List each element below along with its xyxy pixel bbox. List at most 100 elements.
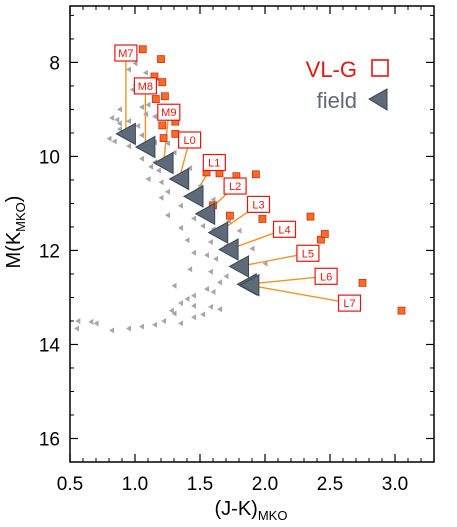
vlg-object-point [157,55,165,64]
vlg-sequence-square [223,177,247,195]
vlg-sequence-square [202,153,226,172]
vlg-object-point [258,215,267,223]
vlg-object-point [158,121,167,130]
field-object-point [210,288,216,295]
vlg-sequence-square [178,131,202,149]
x-tick-label: 1.0 [122,474,148,495]
field-object-point [139,323,144,330]
field-object-point [126,66,131,73]
field-object-point [191,215,196,222]
vlg-object-point [138,45,147,54]
vlg-sequence-square [314,267,338,285]
vlg-object-point [306,212,315,221]
field-object-point [213,255,219,262]
field-object-point [178,300,183,307]
vlg-object-point [358,278,367,287]
vlg-object-point [158,78,167,87]
field-object-point [148,163,154,170]
field-object-point [200,311,206,318]
spectral-type-label: L2 [229,181,241,193]
field-object-point [249,245,255,252]
axis-ticks: 0.5 1.0 1.5 2.0 2.5 3.0 8 10 12 14 16 [39,6,434,495]
field-object-point [152,113,157,120]
field-object-point [109,114,115,121]
field-object-point [139,132,144,139]
field-object-point [145,175,151,182]
spectral-type-label: L7 [343,298,355,310]
field-sequence-markers [115,122,260,297]
spectral-type-label: L4 [278,224,290,236]
y-tick-label: 16 [39,429,60,450]
field-sequence-triangle [207,221,229,244]
field-object-point [158,179,164,186]
field-object-point [178,320,183,327]
field-object-point [132,60,138,67]
field-object-point [65,328,70,334]
x-tick-label: 3.0 [382,474,408,495]
vlg-sequence-square [133,77,157,95]
field-object-point [217,306,222,313]
field-object-point [88,318,94,325]
field-object-point [65,313,70,319]
vlg-object-point [251,170,260,179]
vlg-object-point [320,230,329,238]
field-object-point [210,196,216,203]
field-object-point [184,295,190,302]
vlg-object-point [159,134,168,142]
field-object-markers [61,53,268,351]
x-tick-label: 2.5 [317,474,343,495]
vlg-object-point [171,129,180,138]
field-object-point [116,126,122,133]
field-object-point [191,314,196,321]
field-object-point [262,260,268,267]
field-object-point [178,202,183,209]
field-object-point [106,135,112,142]
y-tick-label: 12 [39,241,60,262]
legend: VL-G field [306,57,389,113]
spectral-type-label: M9 [161,107,176,119]
x-tick-label: 0.5 [57,474,83,495]
vlg-sequence-square [246,195,271,213]
field-object-point [200,223,206,230]
connector-line [249,284,350,304]
spectral-type-label: L6 [320,271,332,283]
field-object-point [111,138,117,145]
field-object-point [116,106,122,113]
field-object-point [114,116,120,123]
field-object-point [142,69,148,76]
vlg-object-point [151,95,160,103]
field-sequence-triangle [238,273,260,297]
field-object-point [61,336,66,342]
vlg-object-point [397,306,406,315]
field-sequence-triangle [218,238,239,261]
field-object-point [158,194,164,201]
field-sequence-triangle [194,202,216,226]
field-object-point [226,218,232,225]
field-object-point [61,345,66,351]
field-object-point [126,143,131,150]
vlg-sequence-square [296,244,320,262]
spectral-type-label: L3 [252,199,264,211]
x-tick-label: 2.0 [252,474,278,495]
field-object-point [109,327,115,334]
vlg-object-markers [138,45,406,315]
field-object-point [207,303,213,310]
x-axis-title: (J-K)MKO [215,498,288,523]
field-object-point [155,167,161,174]
vlg-sequence-markers: M7 M8 M9 L0 L1 L2 L3 L4 L5 L6 L7 [114,44,362,312]
field-object-point [168,307,174,314]
field-object-point [165,140,170,147]
field-object-point [207,268,213,275]
field-object-point [178,224,183,231]
field-object-point [74,325,79,332]
vlg-sequence-square [272,220,297,238]
field-object-point [135,122,141,129]
field-object-point [223,273,229,280]
vlg-object-point [160,92,169,101]
spectral-type-label: L0 [183,135,195,147]
field-object-point [217,279,222,286]
connector-line [246,275,327,285]
y-tick-label: 8 [49,53,60,74]
field-object-point [126,118,131,125]
